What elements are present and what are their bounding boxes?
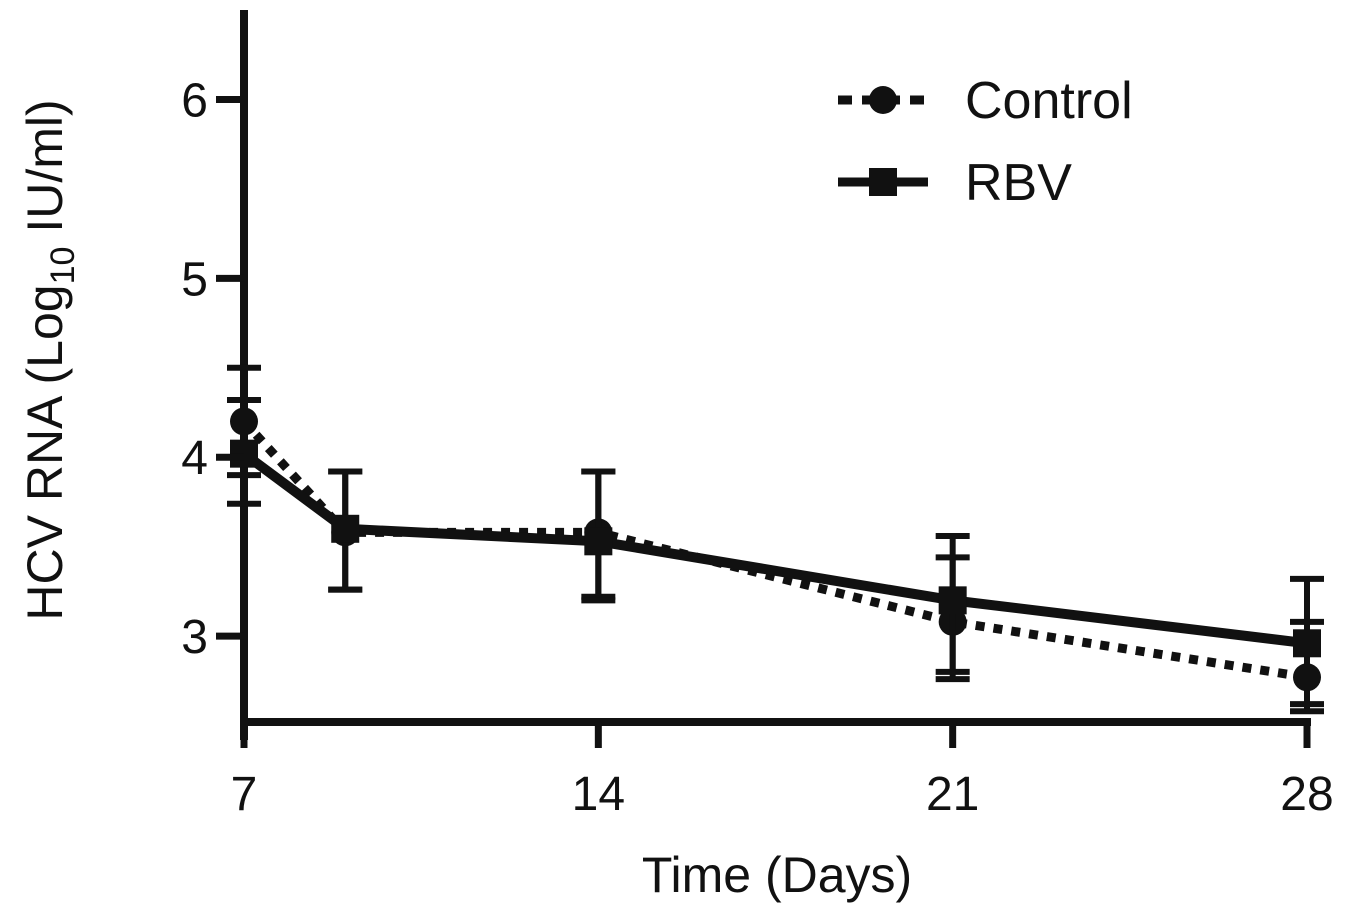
legend-item-rbv: RBV [838, 154, 1072, 212]
point-rbv-3 [938, 586, 967, 615]
y-axis-title-suffix: IU/ml) [17, 99, 73, 246]
y-tick-label-6: 6 [181, 74, 208, 127]
x-tick-label-28: 28 [1280, 768, 1333, 821]
x-axis-title: Time (Days) [642, 847, 912, 903]
point-rbv-1 [331, 514, 360, 543]
x-tick-label-21: 21 [926, 768, 979, 821]
point-rbv-4 [1293, 629, 1321, 658]
axes [240, 10, 1311, 740]
legend-control-marker [869, 86, 897, 114]
y-tick-label-5: 5 [181, 253, 208, 306]
x-tick-label-14: 14 [572, 768, 625, 821]
y-axis-title: HCV RNA (Log10 IU/ml) [17, 99, 82, 620]
x-tick-label-7: 7 [231, 768, 258, 821]
series-rbv [227, 396, 1324, 715]
series-layer [227, 364, 1324, 715]
legend-item-control: Control [838, 72, 1133, 130]
legend-label-control: Control [965, 72, 1133, 130]
legend-rbv-marker [869, 168, 897, 196]
point-rbv-2 [584, 527, 613, 556]
legend-label-rbv: RBV [965, 154, 1072, 212]
y-tick-label-4: 4 [181, 432, 208, 485]
point-rbv-0 [230, 439, 258, 468]
ticks-layer: 3 4 5 6 7 14 21 28 [181, 74, 1333, 821]
series-line-control [240, 418, 1308, 682]
legend: Control RBV [838, 72, 1133, 212]
y-tick-label-3: 3 [181, 611, 208, 664]
y-axis-title-prefix: HCV RNA (Log [17, 284, 73, 620]
series-line-rbv [241, 449, 1308, 649]
y-axis-title-subscript: 10 [44, 247, 82, 285]
